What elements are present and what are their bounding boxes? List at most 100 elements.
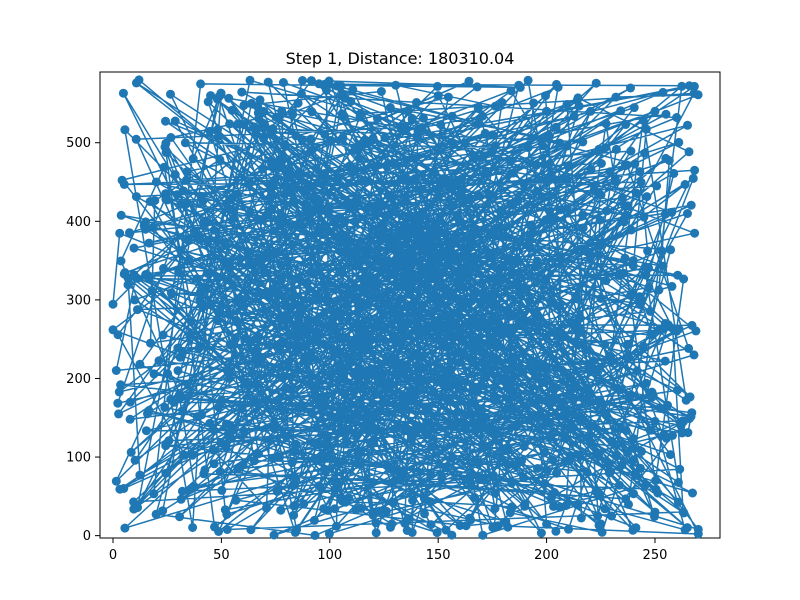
city-point — [545, 160, 554, 169]
city-point — [448, 453, 457, 462]
city-point — [415, 227, 424, 236]
city-point — [302, 203, 311, 212]
city-point — [196, 79, 205, 88]
city-point — [593, 511, 602, 520]
city-point — [277, 261, 286, 270]
city-point — [141, 217, 150, 226]
city-point — [393, 234, 402, 243]
city-point — [132, 78, 141, 87]
city-point — [394, 295, 403, 304]
city-point — [236, 254, 245, 263]
city-point — [288, 458, 297, 467]
city-point — [506, 157, 515, 166]
city-point — [192, 274, 201, 283]
city-point — [224, 204, 233, 213]
city-point — [434, 91, 443, 100]
city-point — [251, 268, 260, 277]
city-point — [579, 223, 588, 232]
city-point — [619, 269, 628, 278]
city-point — [320, 130, 329, 139]
city-point — [564, 525, 573, 534]
city-point — [452, 257, 461, 266]
city-point — [595, 491, 604, 500]
city-point — [567, 452, 576, 461]
city-point — [688, 321, 697, 330]
city-point — [605, 459, 614, 468]
city-point — [602, 119, 611, 128]
city-point — [252, 334, 261, 343]
city-point — [142, 426, 151, 435]
city-point — [574, 93, 583, 102]
city-point — [606, 353, 615, 362]
city-point — [514, 81, 523, 90]
city-point — [549, 456, 558, 465]
city-point — [199, 218, 208, 227]
city-point — [621, 254, 630, 263]
city-point — [555, 139, 564, 148]
city-point — [255, 288, 264, 297]
city-point — [126, 398, 135, 407]
city-point — [510, 372, 519, 381]
city-point — [222, 442, 231, 451]
city-point — [549, 385, 558, 394]
city-point — [520, 442, 529, 451]
city-point — [152, 178, 161, 187]
city-point — [546, 431, 555, 440]
city-point — [465, 261, 474, 270]
city-point — [145, 406, 154, 415]
city-point — [641, 480, 650, 489]
city-point — [474, 119, 483, 128]
city-point — [639, 213, 648, 222]
city-point — [319, 451, 328, 460]
city-point — [612, 451, 621, 460]
city-point — [565, 373, 574, 382]
city-point — [618, 193, 627, 202]
city-point — [510, 354, 519, 363]
city-point — [694, 530, 703, 539]
city-point — [112, 366, 121, 375]
city-point — [502, 308, 511, 317]
city-point — [624, 500, 633, 509]
city-point — [380, 133, 389, 142]
city-point — [481, 373, 490, 382]
city-point — [485, 190, 494, 199]
city-point — [178, 487, 187, 496]
city-point — [268, 180, 277, 189]
city-point — [298, 76, 307, 85]
city-point — [276, 155, 285, 164]
city-point — [606, 167, 615, 176]
city-point — [408, 114, 417, 123]
city-point — [635, 292, 644, 301]
city-point — [161, 139, 170, 148]
y-tick-label: 500 — [66, 136, 91, 151]
city-point — [666, 450, 675, 459]
city-point — [650, 512, 659, 521]
city-point — [115, 387, 124, 396]
city-point — [524, 76, 533, 85]
city-point — [405, 281, 414, 290]
city-point — [380, 325, 389, 334]
city-point — [473, 82, 482, 91]
city-point — [196, 235, 205, 244]
city-point — [132, 192, 141, 201]
city-point — [685, 414, 694, 423]
city-point — [474, 103, 483, 112]
city-point — [200, 465, 209, 474]
city-point — [327, 318, 336, 327]
city-point — [357, 504, 366, 513]
city-point — [325, 77, 334, 86]
city-point — [616, 385, 625, 394]
city-point — [322, 431, 331, 440]
city-point — [439, 174, 448, 183]
city-point — [491, 489, 500, 498]
city-point — [386, 103, 395, 112]
city-point — [307, 146, 316, 155]
city-point — [281, 140, 290, 149]
city-point — [120, 524, 129, 533]
city-point — [514, 269, 523, 278]
y-tick-label: 200 — [66, 372, 91, 387]
city-point — [554, 83, 563, 92]
city-point — [602, 206, 611, 215]
city-point — [239, 120, 248, 129]
city-point — [321, 467, 330, 476]
